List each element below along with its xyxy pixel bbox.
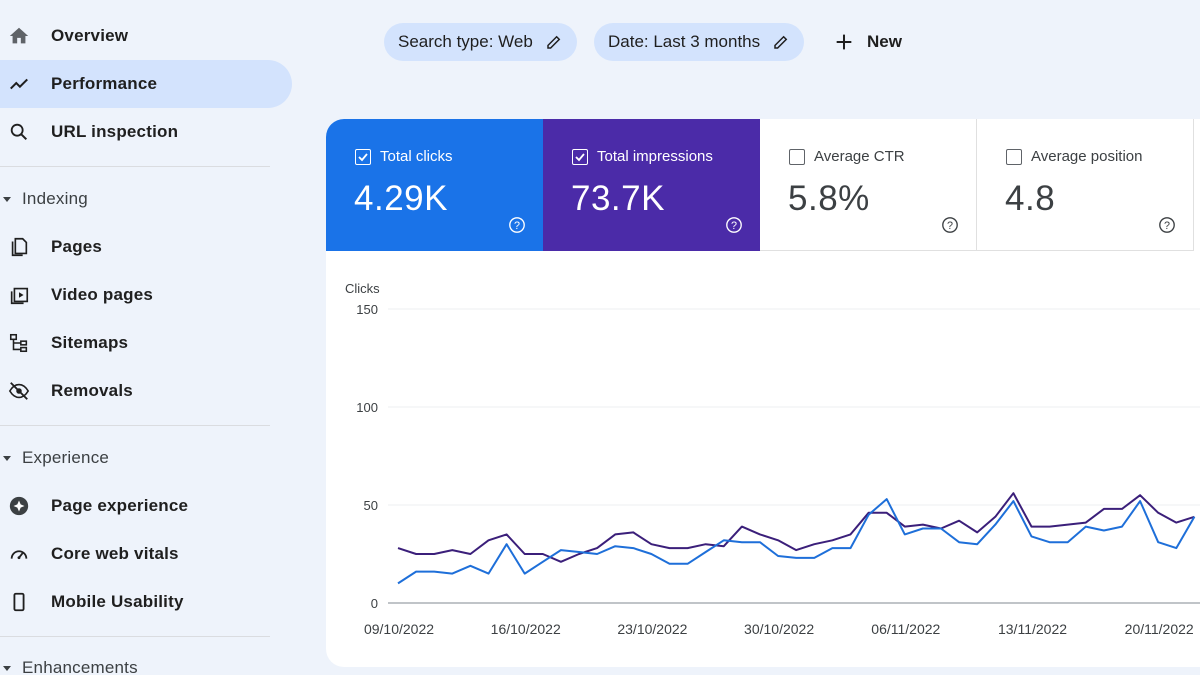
x-tick-label: 06/11/2022 [871, 621, 940, 637]
metric-average-position[interactable]: Average position 4.8 ? [977, 119, 1194, 251]
home-icon [8, 25, 30, 47]
sidebar-item-overview[interactable]: Overview [0, 12, 292, 60]
y-tick-label: 50 [364, 498, 378, 513]
plus-icon [836, 34, 852, 50]
edit-icon [774, 35, 788, 49]
section-indexing[interactable]: Indexing [0, 184, 88, 214]
svg-text:?: ? [514, 220, 520, 232]
metric-total-clicks[interactable]: Total clicks 4.29K ? [326, 119, 543, 251]
section-label: Experience [22, 448, 110, 467]
date-chip[interactable]: Date: Last 3 months [594, 23, 805, 61]
search-type-chip[interactable]: Search type: Web [384, 23, 577, 61]
metric-total-impressions[interactable]: Total impressions 73.7K ? [543, 119, 760, 251]
caret-down-icon [0, 194, 14, 204]
search-icon [8, 121, 30, 143]
divider [0, 166, 270, 167]
pages-icon [8, 236, 30, 258]
metric-title: Average CTR [814, 148, 905, 165]
section-experience[interactable]: Experience [0, 443, 109, 473]
sidebar-item-label: Sitemaps [51, 333, 129, 352]
y-tick-label: 150 [356, 302, 378, 317]
sidebar-item-label: Performance [51, 74, 158, 93]
sidebar-item-performance[interactable]: Performance [0, 60, 292, 108]
sidebar-item-label: Overview [51, 26, 129, 45]
sidebar-item-label: Video pages [51, 285, 154, 304]
section-enhancements[interactable]: Enhancements [0, 653, 138, 675]
chart-svg: Clicks 0 50 100 150 09/10/2022 16/10/2022 23/1… [345, 281, 1200, 637]
help-icon[interactable]: ? [1158, 216, 1176, 234]
sidebar: Overview Performance URL inspection Inde… [0, 0, 300, 675]
metric-title: Total clicks [380, 148, 453, 165]
sidebar-item-label: Removals [51, 381, 133, 400]
svg-text:?: ? [1164, 220, 1170, 232]
x-tick-label: 16/10/2022 [491, 621, 561, 637]
checkbox-checked-icon[interactable] [572, 148, 588, 165]
chip-label: Search type: Web [398, 32, 533, 51]
checkbox-unchecked-icon[interactable] [1006, 148, 1022, 165]
svg-text:?: ? [947, 220, 953, 232]
help-icon[interactable]: ? [508, 216, 526, 234]
help-icon[interactable]: ? [941, 216, 959, 234]
help-icon[interactable]: ? [725, 216, 743, 234]
sidebar-item-url-inspection[interactable]: URL inspection [0, 108, 292, 156]
smartphone-icon [8, 591, 30, 613]
svg-text:?: ? [731, 220, 737, 232]
metric-title: Total impressions [597, 148, 713, 165]
metric-value: 5.8% [788, 179, 870, 218]
metric-title: Average position [1031, 148, 1143, 165]
sidebar-item-label: Pages [51, 237, 103, 256]
new-filter-button[interactable]: New [833, 23, 902, 61]
x-tick-label: 09/10/2022 [364, 621, 434, 637]
eye-off-icon [8, 380, 30, 402]
clicks-series-line [397, 498, 1196, 585]
checkbox-unchecked-icon[interactable] [789, 148, 805, 165]
section-label: Indexing [22, 189, 88, 208]
caret-down-icon [0, 453, 14, 463]
y-axis-label: Clicks [345, 281, 380, 296]
divider [0, 636, 270, 637]
video-pages-icon [8, 284, 30, 306]
sidebar-item-removals[interactable]: Removals [0, 367, 292, 415]
chip-label: Date: Last 3 months [608, 32, 761, 51]
gauge-icon [8, 543, 30, 565]
x-tick-label: 20/11/2022 [1125, 621, 1194, 637]
page-experience-icon [8, 495, 30, 517]
x-tick-label: 30/10/2022 [744, 621, 814, 637]
sidebar-item-core-web-vitals[interactable]: Core web vitals [0, 530, 292, 578]
metric-value: 73.7K [571, 179, 665, 218]
x-tick-label: 23/10/2022 [617, 621, 687, 637]
new-label: New [867, 32, 902, 51]
sidebar-item-pages[interactable]: Pages [0, 223, 292, 271]
divider [0, 425, 270, 426]
sidebar-item-label: Page experience [51, 496, 189, 515]
sidebar-item-label: Mobile Usability [51, 592, 184, 611]
impressions-series-line [397, 492, 1195, 563]
sidebar-item-video-pages[interactable]: Video pages [0, 271, 292, 319]
sidebar-item-mobile-usability[interactable]: Mobile Usability [0, 578, 292, 626]
metric-value: 4.8 [1005, 179, 1056, 218]
edit-icon [547, 35, 561, 49]
sidebar-item-sitemaps[interactable]: Sitemaps [0, 319, 292, 367]
performance-card: Total clicks 4.29K ? Total impressions 7… [326, 119, 1200, 667]
metric-average-ctr[interactable]: Average CTR 5.8% ? [760, 119, 977, 251]
caret-down-icon [0, 663, 14, 673]
y-tick-label: 100 [356, 400, 378, 415]
y-tick-label: 0 [371, 596, 378, 611]
sitemap-icon [8, 332, 30, 354]
trending-up-icon [8, 73, 30, 95]
sidebar-item-label: Core web vitals [51, 544, 179, 563]
sidebar-item-page-experience[interactable]: Page experience [0, 482, 292, 530]
checkbox-checked-icon[interactable] [355, 148, 371, 165]
metric-value: 4.29K [354, 179, 448, 218]
x-tick-label: 13/11/2022 [998, 621, 1067, 637]
clicks-chart: Clicks 0 50 100 150 09/10/2022 16/10/2022 23/1… [326, 270, 1200, 670]
section-label: Enhancements [22, 658, 138, 675]
sidebar-item-label: URL inspection [51, 122, 179, 141]
